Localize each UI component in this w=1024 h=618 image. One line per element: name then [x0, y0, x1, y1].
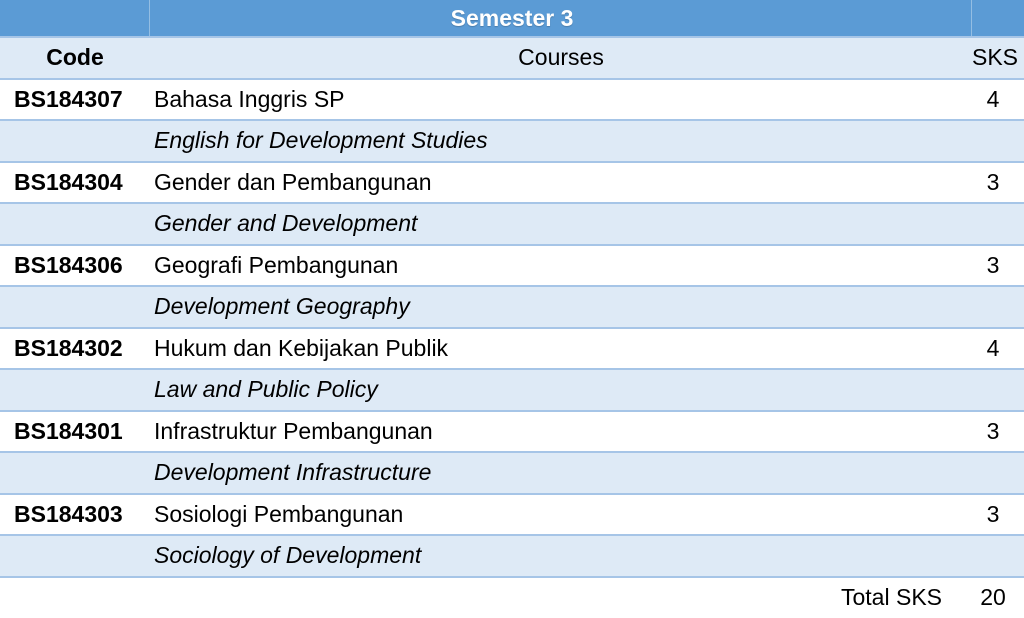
course-english-name-row: Gender and Development	[0, 202, 1024, 246]
semester-title-label: Semester 3	[450, 4, 574, 31]
course-english-name-row: Development Infrastructure	[0, 451, 1024, 495]
course-name-indonesian: Infrastruktur Pembangunan	[154, 417, 433, 444]
course-sks: 3	[986, 168, 1000, 195]
course-english-name-row: English for Development Studies	[0, 119, 1024, 163]
course-row: BS184301 Infrastruktur Pembangunan 3	[0, 411, 1024, 453]
course-name-indonesian: Gender dan Pembangunan	[154, 168, 432, 195]
course-name-english: Sociology of Development	[150, 534, 972, 578]
course-english-name-row: Development Geography	[0, 285, 1024, 329]
course-row: BS184307 Bahasa Inggris SP 4	[0, 79, 1024, 121]
total-sks-value: 20	[980, 584, 1006, 611]
empty-code-cell	[0, 451, 150, 495]
course-sks: 3	[986, 251, 1000, 278]
course-name-english: Development Infrastructure	[150, 451, 972, 495]
course-code: BS184306	[14, 251, 123, 278]
course-code: BS184303	[14, 500, 123, 527]
course-sks: 3	[986, 500, 1000, 527]
empty-sks-cell	[972, 285, 1024, 329]
course-sks: 4	[986, 334, 1000, 361]
course-rows: BS184307 Bahasa Inggris SP 4 English for De…	[0, 79, 1024, 618]
column-header-courses: Courses	[150, 36, 972, 80]
course-name-indonesian: Bahasa Inggris SP	[154, 85, 345, 112]
course-name-indonesian: Geografi Pembangunan	[154, 251, 399, 278]
course-name-english: Development Geography	[150, 285, 972, 329]
empty-code-cell	[0, 285, 150, 329]
course-code: BS184301	[14, 417, 123, 444]
course-name-english: Gender and Development	[150, 202, 972, 246]
course-code: BS184304	[14, 168, 123, 195]
course-name-english: Law and Public Policy	[150, 368, 972, 412]
course-row: BS184306 Geografi Pembangunan 3	[0, 245, 1024, 287]
column-divider-line	[149, 0, 150, 36]
column-header-row: Code Courses SKS	[0, 36, 1024, 80]
course-code: BS184302	[14, 334, 123, 361]
semester-title-cell: Semester 3	[0, 0, 1024, 37]
empty-sks-cell	[972, 202, 1024, 246]
course-sks: 3	[986, 417, 1000, 444]
empty-code-cell	[0, 534, 150, 578]
course-name-indonesian: Sosiologi Pembangunan	[154, 500, 404, 527]
total-sks-label: Total SKS	[841, 584, 942, 611]
course-row: BS184302 Hukum dan Kebijakan Publik 4	[0, 328, 1024, 370]
empty-code-cell	[0, 368, 150, 412]
course-name-indonesian: Hukum dan Kebijakan Publik	[154, 334, 449, 361]
empty-code-cell	[0, 202, 150, 246]
column-divider-line	[971, 0, 972, 36]
course-sks: 4	[986, 85, 1000, 112]
empty-sks-cell	[972, 368, 1024, 412]
column-header-code: Code	[0, 36, 150, 80]
course-row: BS184304 Gender dan Pembangunan 3	[0, 162, 1024, 204]
course-english-name-row: Sociology of Development	[0, 534, 1024, 578]
empty-code-cell	[0, 577, 150, 618]
total-row: Total SKS 20	[0, 577, 1024, 618]
course-english-name-row: Law and Public Policy	[0, 368, 1024, 412]
course-row: BS184303 Sosiologi Pembangunan 3	[0, 494, 1024, 536]
empty-sks-cell	[972, 451, 1024, 495]
semester-title-row: Semester 3	[0, 0, 1024, 37]
course-code: BS184307	[14, 85, 123, 112]
course-name-english: English for Development Studies	[150, 119, 972, 163]
empty-sks-cell	[972, 119, 1024, 163]
column-header-sks: SKS	[972, 36, 1024, 80]
empty-code-cell	[0, 119, 150, 163]
empty-sks-cell	[972, 534, 1024, 578]
